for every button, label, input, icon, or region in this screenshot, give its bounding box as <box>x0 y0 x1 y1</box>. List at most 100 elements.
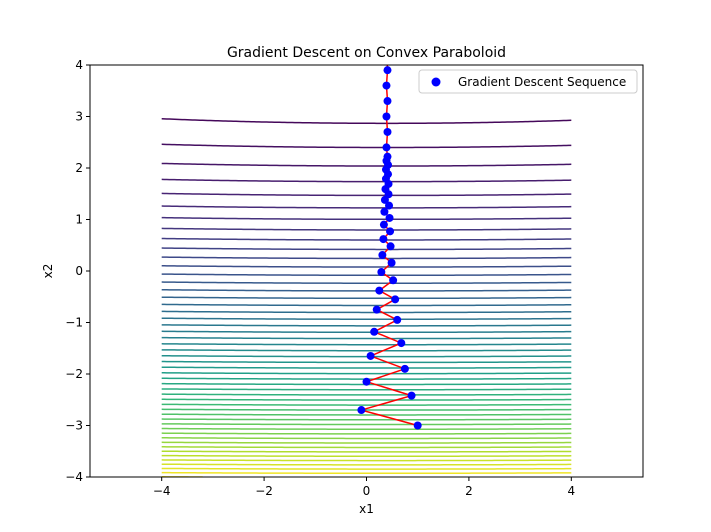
descent-point <box>383 127 392 136</box>
descent-point <box>372 305 381 314</box>
x-tick-label: 0 <box>363 484 371 498</box>
contour-line <box>161 467 572 470</box>
contour-line <box>161 403 572 406</box>
descent-point <box>393 315 402 324</box>
descent-point <box>383 66 392 75</box>
legend-label: Gradient Descent Sequence <box>458 75 626 89</box>
descent-point <box>391 295 400 304</box>
descent-path <box>358 65 418 427</box>
descent-point <box>383 152 392 161</box>
descent-point <box>385 213 394 222</box>
contour-line <box>161 289 572 292</box>
descent-point <box>379 220 388 229</box>
contour-line <box>161 336 572 340</box>
contour-line <box>161 247 572 251</box>
contour-line <box>161 413 572 416</box>
y-axis: −4 −3 −2 −1 0 1 2 3 4 <box>65 58 90 484</box>
contour-line <box>161 343 572 346</box>
descent-point <box>387 258 396 267</box>
legend-marker <box>431 77 441 87</box>
contour-line <box>161 205 572 209</box>
descent-path-line <box>358 65 418 427</box>
contour-line <box>161 273 572 277</box>
y-tick-label: 0 <box>75 264 83 278</box>
descent-point <box>407 391 416 400</box>
contour-line <box>161 423 572 426</box>
contour-line <box>161 265 572 268</box>
contour-line <box>161 427 572 430</box>
descent-point <box>383 97 392 106</box>
contour-line <box>161 393 572 396</box>
contour-line <box>161 418 572 421</box>
descent-point <box>382 112 391 121</box>
descent-point <box>379 235 388 244</box>
contour-line <box>161 303 572 307</box>
legend: Gradient Descent Sequence <box>418 69 638 94</box>
contour-line <box>161 441 572 444</box>
contour-line <box>161 366 572 369</box>
contour-line <box>161 360 572 364</box>
contour-lines <box>161 117 572 477</box>
descent-point <box>357 406 366 415</box>
contour-line <box>161 324 572 327</box>
descent-point <box>377 268 386 277</box>
contour-line <box>161 463 572 466</box>
contour-line <box>161 388 572 391</box>
descent-point <box>389 276 398 285</box>
contour-line <box>161 281 572 284</box>
contour-line <box>161 296 572 300</box>
y-tick-label: 1 <box>75 213 83 227</box>
contour-line <box>161 117 572 125</box>
y-tick-label: −3 <box>65 419 83 433</box>
descent-point <box>386 242 395 251</box>
descent-point <box>382 81 391 90</box>
descent-point <box>366 351 375 360</box>
contour-line <box>161 459 572 462</box>
descent-points <box>357 66 422 430</box>
descent-point <box>362 377 371 386</box>
contour-line <box>161 192 572 197</box>
chart-title: Gradient Descent on Convex Paraboloid <box>227 45 506 61</box>
contour-line <box>161 471 572 475</box>
contour-line <box>161 354 572 358</box>
contour-line <box>161 216 572 221</box>
contour-line <box>161 178 572 183</box>
contour-line <box>161 408 572 411</box>
contour-line <box>161 372 572 375</box>
contour-line <box>161 143 572 149</box>
x-tick-label: −2 <box>255 484 273 498</box>
y-tick-label: −4 <box>65 470 83 484</box>
x-axis-label: x1 <box>359 502 374 516</box>
descent-point <box>385 201 394 210</box>
contour-line <box>161 237 572 241</box>
contour-line <box>161 454 572 457</box>
contour-line <box>161 330 572 334</box>
contour-line <box>161 256 572 260</box>
contour-line <box>161 310 572 314</box>
descent-point <box>397 339 406 348</box>
y-tick-label: 3 <box>75 110 83 124</box>
descent-point <box>380 207 389 216</box>
descent-point <box>400 364 409 373</box>
contour-line <box>161 162 572 167</box>
y-axis-label: x2 <box>41 264 55 279</box>
legend-box <box>418 69 638 94</box>
contour-line <box>161 227 572 231</box>
contour-line <box>161 446 572 449</box>
descent-point <box>378 251 387 260</box>
descent-point <box>370 327 379 336</box>
x-tick-label: −4 <box>153 484 171 498</box>
descent-point <box>386 227 395 236</box>
y-tick-label: 4 <box>75 58 83 72</box>
y-tick-label: −2 <box>65 367 83 381</box>
descent-point <box>375 286 384 295</box>
contour-line <box>161 450 572 453</box>
x-tick-label: 2 <box>465 484 473 498</box>
y-tick-label: 2 <box>75 161 83 175</box>
descent-point <box>413 421 422 430</box>
x-axis: −4 −2 0 2 4 <box>153 477 575 498</box>
y-tick-label: −1 <box>65 316 83 330</box>
contour-line <box>161 437 572 440</box>
contour-line <box>161 317 572 320</box>
x-tick-label: 4 <box>567 484 575 498</box>
